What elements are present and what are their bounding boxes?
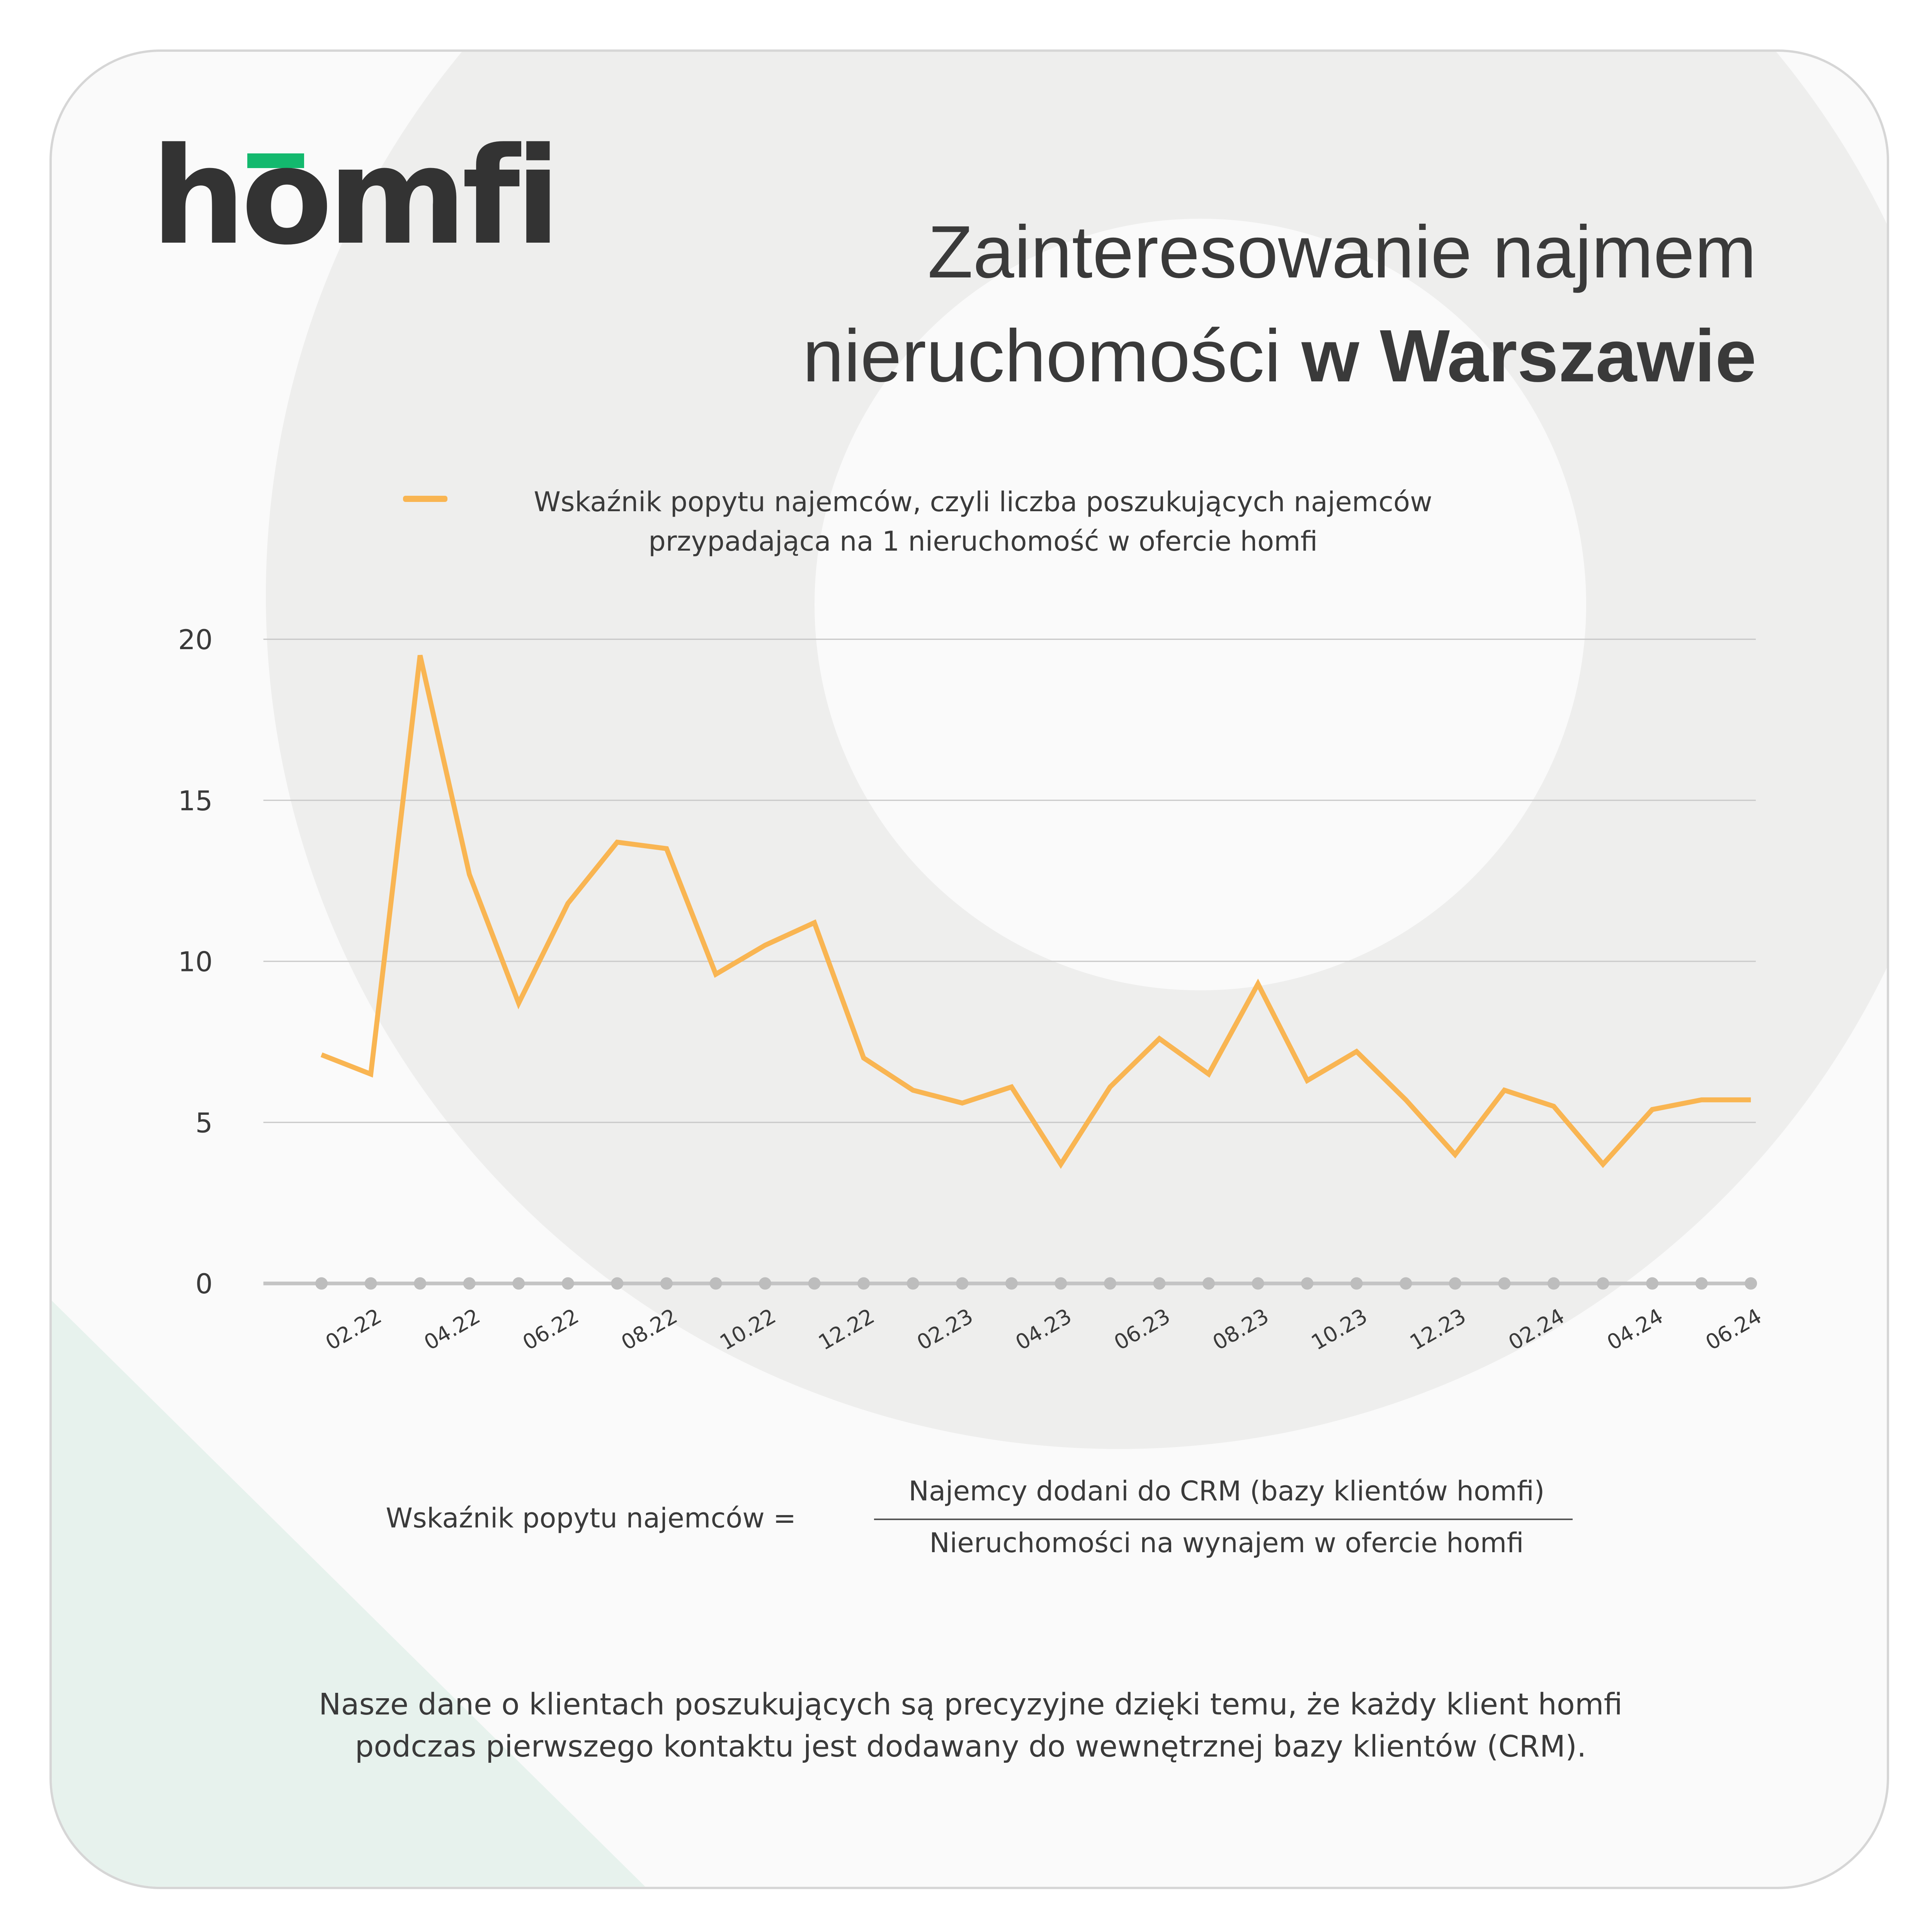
data-point [1356, 1051, 1357, 1052]
x-tick-label: 02.23 [913, 1304, 977, 1355]
x-tick-dot [414, 1277, 427, 1290]
x-tick-label: 06.24 [1701, 1304, 1765, 1355]
legend-swatch [403, 496, 448, 502]
x-tick-label: 02.24 [1504, 1304, 1568, 1355]
data-point [1652, 1109, 1653, 1110]
page-title: Zainteresowanie najmem nieruchomości w W… [803, 200, 1757, 408]
x-tick-dot [512, 1277, 525, 1290]
x-tick-dot [956, 1277, 969, 1290]
formula-numerator: Najemcy dodani do CRM (bazy klientów hom… [908, 1475, 1545, 1507]
y-tick-label: 15 [178, 785, 213, 817]
y-tick-label: 0 [196, 1268, 213, 1300]
footer-line-2: podczas pierwszego kontaktu jest dodawan… [355, 1730, 1587, 1764]
x-tick-dot [1202, 1277, 1215, 1290]
card-background [49, 49, 1889, 1889]
x-tick-dot [561, 1277, 574, 1290]
x-tick-dot [1301, 1277, 1314, 1290]
x-tick-dot [1252, 1277, 1264, 1290]
decorative-triangle [52, 1300, 645, 1887]
x-tick-dot [1547, 1277, 1560, 1290]
legend-line-1: Wskaźnik popytu najemców, czyli liczba p… [534, 486, 1432, 518]
x-tick-dot [1350, 1277, 1363, 1290]
x-tick-label: 04.22 [420, 1304, 484, 1355]
x-tick-label: 08.23 [1209, 1304, 1273, 1355]
x-tick-dot [808, 1277, 821, 1290]
x-tick-dot [1400, 1277, 1412, 1290]
title-line-1: Zainteresowanie najmem [927, 210, 1757, 294]
x-tick-dot [1153, 1277, 1166, 1290]
title-line-2: nieruchomości w Warszawie [803, 304, 1757, 408]
x-tick-dot [906, 1277, 919, 1290]
x-tick-dot [1695, 1277, 1708, 1290]
footer-line-1: Nasze dane o klientach poszukujących są … [319, 1687, 1622, 1722]
x-tick-label: 12.22 [814, 1304, 878, 1355]
x-tick-dot [709, 1277, 722, 1290]
x-tick-dot [660, 1277, 673, 1290]
x-tick-dot [759, 1277, 772, 1290]
x-tick-dot [1646, 1277, 1659, 1290]
x-tick-label: 10.22 [716, 1304, 780, 1355]
fraction-line [874, 1518, 1573, 1520]
x-tick-dot [364, 1277, 377, 1290]
x-tick-label: 10.23 [1307, 1304, 1371, 1355]
x-tick-label: 06.23 [1110, 1304, 1174, 1355]
x-tick-dot [1449, 1277, 1461, 1290]
x-tick-dot [1104, 1277, 1116, 1290]
x-tick-dot [611, 1277, 624, 1290]
decorative-inner-circle [815, 219, 1587, 990]
series-line [320, 655, 1751, 1169]
x-tick-dot [1498, 1277, 1511, 1290]
title-regular: nieruchomości [803, 314, 1302, 398]
y-tick-label: 10 [178, 946, 213, 978]
x-tick-label: 06.22 [519, 1304, 583, 1355]
chart-legend: Wskaźnik popytu najemców, czyli liczba p… [396, 482, 1570, 561]
x-tick-dot [315, 1277, 328, 1290]
x-tick-dot [463, 1277, 476, 1290]
logo-accent [247, 153, 304, 168]
x-tick-label: 12.23 [1406, 1304, 1470, 1355]
title-bold: w Warszawie [1301, 314, 1757, 398]
x-tick-dot [1745, 1277, 1757, 1290]
x-tick-label: 04.24 [1603, 1304, 1667, 1355]
logo: homfi [151, 119, 561, 274]
legend-line-2: przypadająca na 1 nieruchomość w ofercie… [648, 526, 1318, 558]
x-tick-label: 08.22 [617, 1304, 681, 1355]
x-tick-label: 04.23 [1012, 1304, 1076, 1355]
y-tick-label: 5 [196, 1107, 213, 1139]
data-point [1307, 1080, 1308, 1081]
x-tick-dot [857, 1277, 870, 1290]
x-tick-dot [1597, 1277, 1609, 1290]
formula-denominator: Nieruchomości na wynajem w ofercie homfi [929, 1527, 1524, 1559]
x-tick-label: 02.22 [321, 1304, 386, 1355]
x-tick-dot [1054, 1277, 1067, 1290]
footer-note: Nasze dane o klientach poszukujących są … [223, 1684, 1719, 1768]
x-tick-dot [1005, 1277, 1018, 1290]
data-point [321, 1054, 322, 1055]
formula-label: Wskaźnik popytu najemców = [386, 1502, 796, 1534]
y-tick-label: 20 [178, 624, 213, 656]
